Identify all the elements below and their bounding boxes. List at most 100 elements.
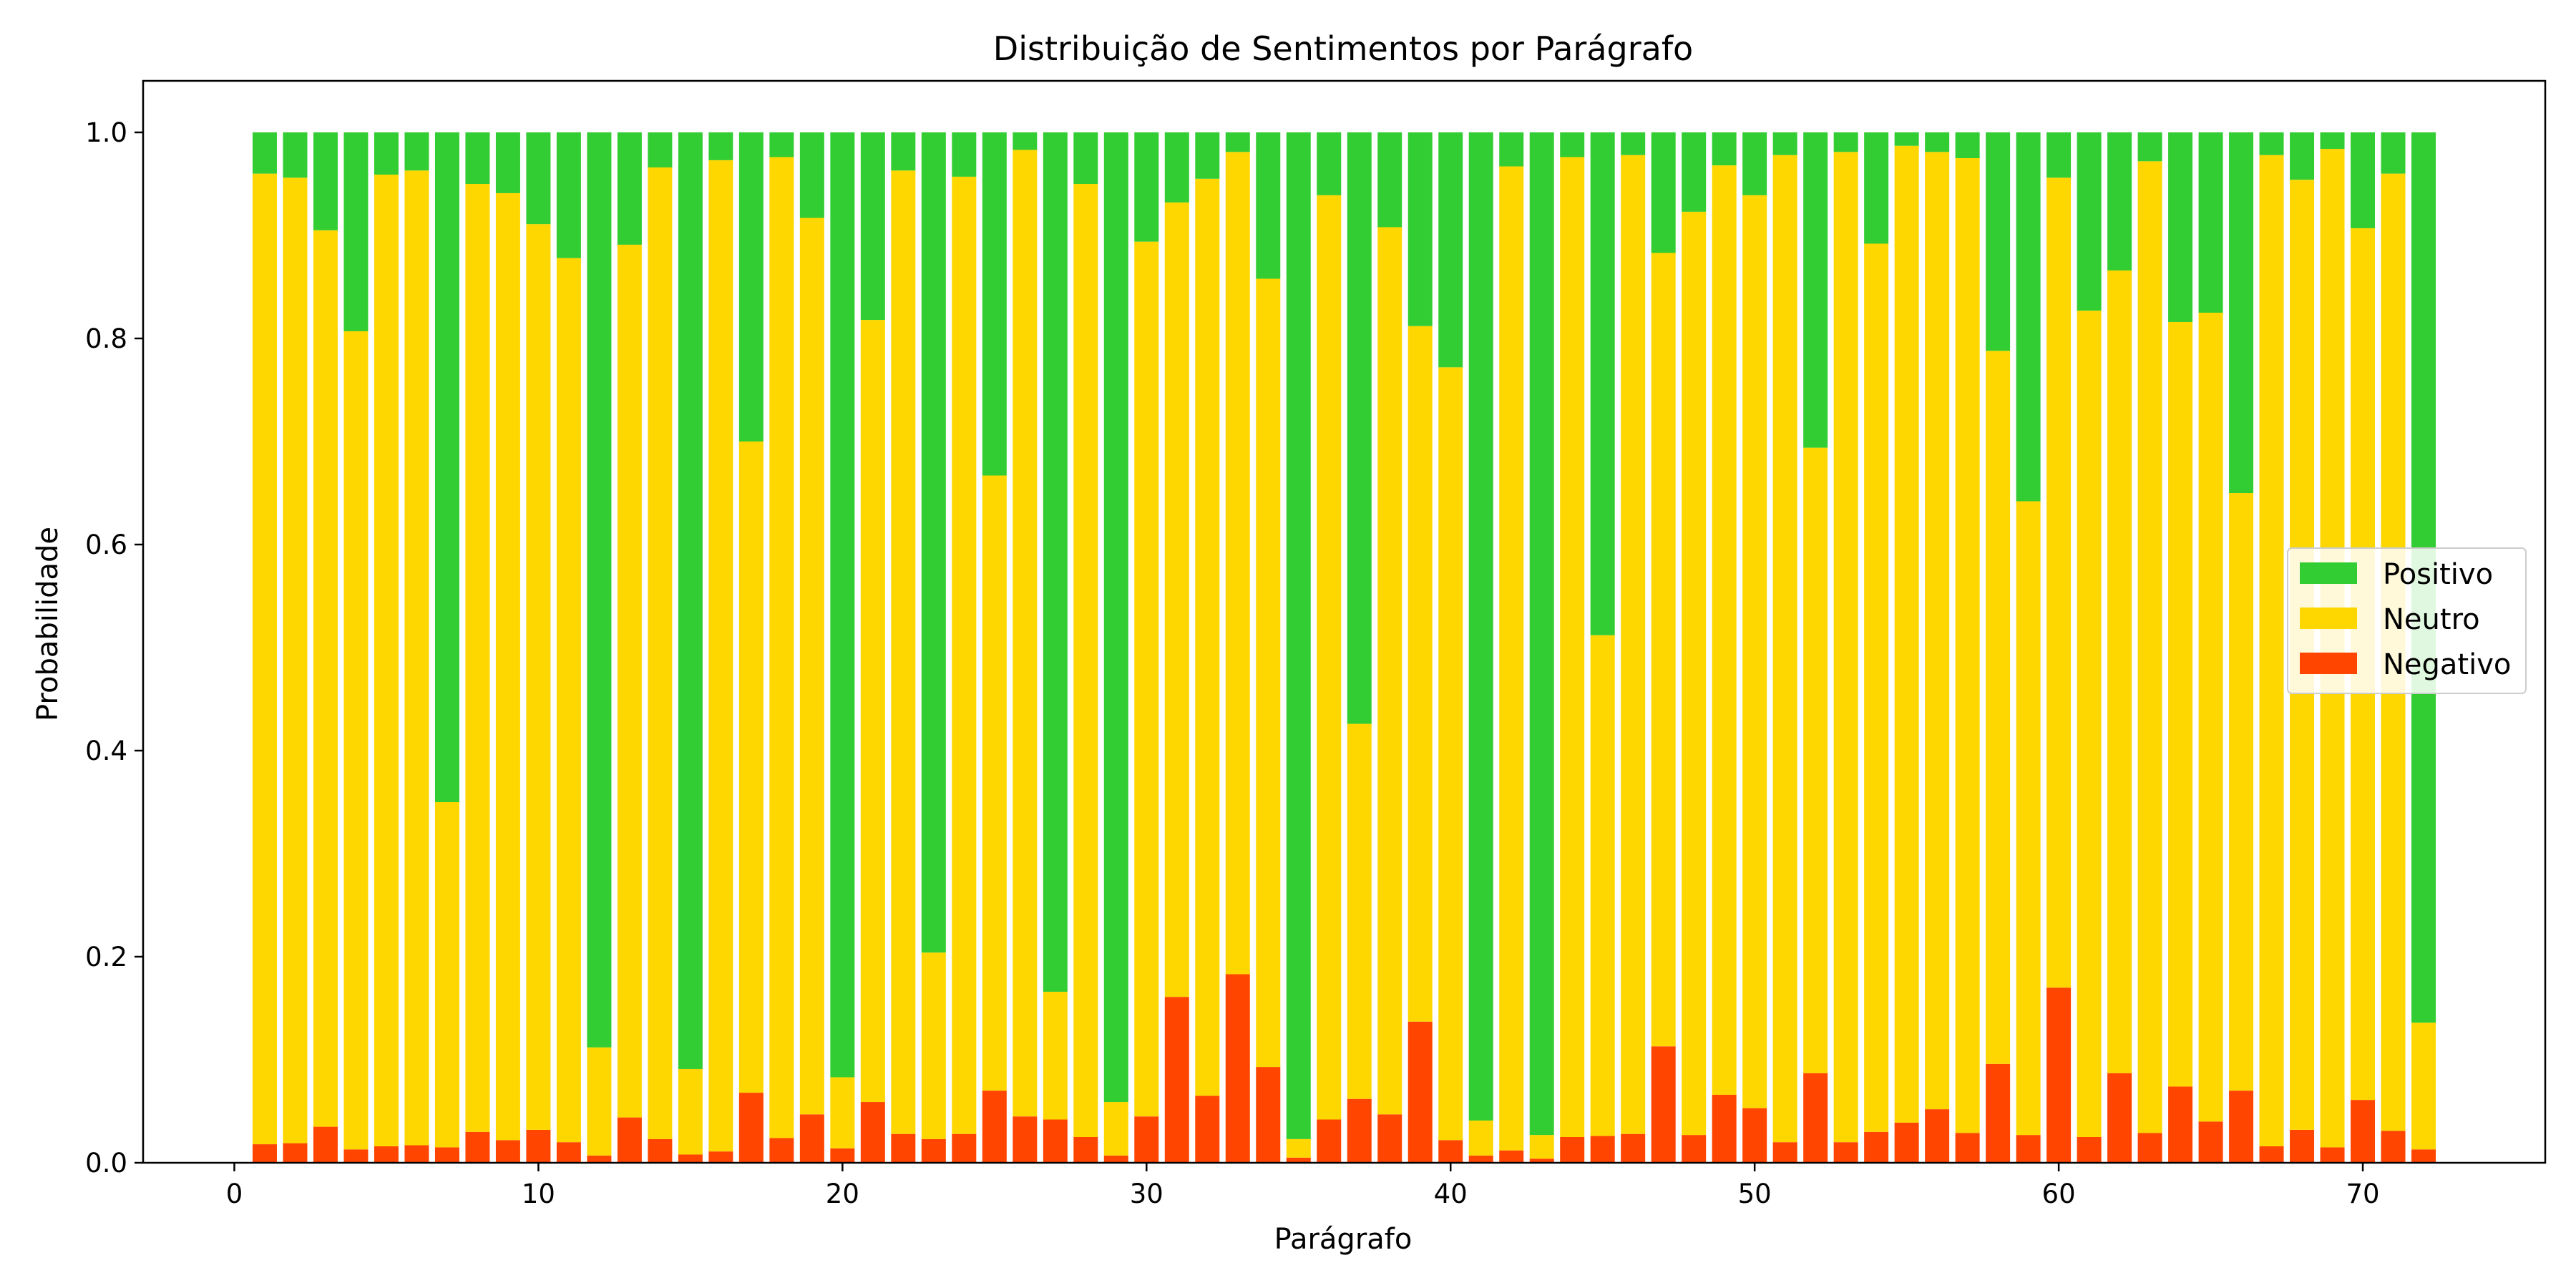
bar-neutro-9 bbox=[495, 192, 520, 1141]
bar-positivo-57 bbox=[1955, 132, 1980, 158]
bar-positivo-40 bbox=[1438, 132, 1463, 368]
bar-positivo-20 bbox=[830, 132, 855, 1078]
bar-neutro-26 bbox=[1013, 150, 1038, 1117]
bar-positivo-23 bbox=[921, 132, 946, 953]
bar-neutro-30 bbox=[1134, 241, 1159, 1117]
bar-negativo-72 bbox=[2411, 1149, 2436, 1163]
bar-negativo-40 bbox=[1438, 1140, 1463, 1163]
bar-neutro-67 bbox=[2259, 155, 2284, 1146]
bar-negativo-70 bbox=[2351, 1100, 2376, 1163]
bar-neutro-13 bbox=[617, 244, 642, 1118]
bar-neutro-8 bbox=[465, 184, 490, 1132]
bar-positivo-16 bbox=[708, 132, 733, 160]
bar-positivo-13 bbox=[617, 132, 642, 245]
bar-negativo-22 bbox=[891, 1133, 916, 1163]
bar-positivo-38 bbox=[1377, 132, 1402, 228]
bar-neutro-6 bbox=[404, 170, 429, 1146]
bar-negativo-43 bbox=[1529, 1158, 1554, 1163]
bar-positivo-46 bbox=[1621, 132, 1646, 155]
bar-negativo-29 bbox=[1103, 1155, 1128, 1163]
bar-positivo-11 bbox=[556, 132, 581, 258]
bar-positivo-42 bbox=[1499, 132, 1524, 167]
bar-neutro-21 bbox=[860, 320, 885, 1103]
bar-neutro-47 bbox=[1651, 253, 1676, 1047]
bar-negativo-63 bbox=[2137, 1133, 2162, 1163]
x-axis-label: Parágrafo bbox=[1274, 1223, 1413, 1256]
bar-negativo-34 bbox=[1256, 1067, 1281, 1163]
legend-swatch-neutro bbox=[2300, 608, 2357, 629]
bar-negativo-66 bbox=[2229, 1091, 2254, 1163]
bar-positivo-35 bbox=[1286, 132, 1311, 1139]
bar-positivo-52 bbox=[1803, 132, 1828, 448]
bar-positivo-34 bbox=[1256, 132, 1281, 279]
bar-neutro-35 bbox=[1286, 1138, 1311, 1158]
legend-items: Positivo Neutro Negativo bbox=[2300, 558, 2511, 681]
bar-negativo-14 bbox=[648, 1138, 673, 1163]
bar-negativo-55 bbox=[1894, 1122, 1919, 1163]
bar-positivo-3 bbox=[313, 132, 338, 230]
bar-positivo-37 bbox=[1347, 132, 1372, 724]
bar-neutro-2 bbox=[283, 177, 308, 1143]
bar-neutro-37 bbox=[1347, 723, 1372, 1099]
bar-positivo-30 bbox=[1134, 132, 1159, 242]
y-tick-label: 0.2 bbox=[85, 942, 127, 972]
bar-negativo-20 bbox=[830, 1148, 855, 1163]
bar-negativo-38 bbox=[1377, 1114, 1402, 1163]
bar-positivo-18 bbox=[769, 132, 794, 157]
bar-neutro-19 bbox=[799, 218, 824, 1115]
bar-neutro-5 bbox=[374, 175, 399, 1146]
bar-negativo-28 bbox=[1073, 1137, 1098, 1163]
bar-negativo-44 bbox=[1560, 1137, 1585, 1163]
bar-positivo-25 bbox=[982, 132, 1007, 476]
legend-swatch-positivo bbox=[2300, 562, 2357, 584]
plot-frame bbox=[142, 79, 2547, 1164]
bar-negativo-61 bbox=[2077, 1137, 2102, 1163]
y-tick-label: 0.4 bbox=[85, 736, 127, 766]
bar-positivo-56 bbox=[1925, 132, 1950, 152]
bar-neutro-44 bbox=[1560, 157, 1585, 1137]
bar-neutro-72 bbox=[2411, 1023, 2436, 1150]
bar-neutro-48 bbox=[1682, 211, 1707, 1136]
bar-neutro-23 bbox=[921, 952, 946, 1139]
bar-neutro-1 bbox=[252, 173, 277, 1145]
y-tick-label: 1.0 bbox=[85, 117, 127, 148]
bar-negativo-64 bbox=[2168, 1086, 2193, 1163]
bar-positivo-39 bbox=[1407, 132, 1433, 326]
bar-neutro-38 bbox=[1377, 227, 1402, 1115]
bar-negativo-32 bbox=[1195, 1096, 1220, 1163]
bar-negativo-30 bbox=[1134, 1116, 1159, 1163]
bar-negativo-60 bbox=[2046, 987, 2072, 1163]
bar-positivo-69 bbox=[2320, 132, 2345, 150]
bar-neutro-63 bbox=[2137, 161, 2162, 1133]
bar-positivo-2 bbox=[283, 132, 308, 178]
bar-neutro-34 bbox=[1256, 278, 1281, 1068]
bar-neutro-59 bbox=[2016, 501, 2041, 1136]
bar-negativo-67 bbox=[2259, 1146, 2284, 1163]
bar-neutro-51 bbox=[1772, 155, 1797, 1143]
x-axis: 0 10 20 30 40 50 60 70 bbox=[226, 1163, 2380, 1209]
bar-positivo-41 bbox=[1468, 132, 1493, 1121]
bar-negativo-36 bbox=[1317, 1119, 1342, 1163]
bar-positivo-28 bbox=[1073, 132, 1098, 184]
bar-neutro-39 bbox=[1407, 326, 1433, 1022]
bar-positivo-66 bbox=[2229, 132, 2254, 493]
bar-positivo-31 bbox=[1164, 132, 1189, 203]
bar-negativo-52 bbox=[1803, 1073, 1828, 1163]
bar-positivo-65 bbox=[2198, 132, 2223, 313]
bar-negativo-49 bbox=[1712, 1094, 1737, 1163]
bar-neutro-40 bbox=[1438, 367, 1463, 1141]
bar-positivo-36 bbox=[1317, 132, 1342, 195]
bar-neutro-50 bbox=[1742, 195, 1767, 1108]
bar-negativo-57 bbox=[1955, 1133, 1980, 1163]
bar-neutro-16 bbox=[708, 160, 733, 1152]
y-tick-label: 0.6 bbox=[85, 530, 127, 560]
bar-positivo-64 bbox=[2168, 132, 2193, 322]
bar-neutro-22 bbox=[891, 170, 916, 1134]
bar-neutro-33 bbox=[1225, 152, 1250, 975]
x-tick-label: 30 bbox=[1130, 1179, 1163, 1209]
bar-neutro-53 bbox=[1833, 152, 1858, 1143]
bar-positivo-7 bbox=[434, 132, 459, 802]
bar-neutro-17 bbox=[738, 441, 763, 1093]
bar-positivo-54 bbox=[1864, 132, 1889, 244]
bar-negativo-23 bbox=[921, 1138, 946, 1163]
